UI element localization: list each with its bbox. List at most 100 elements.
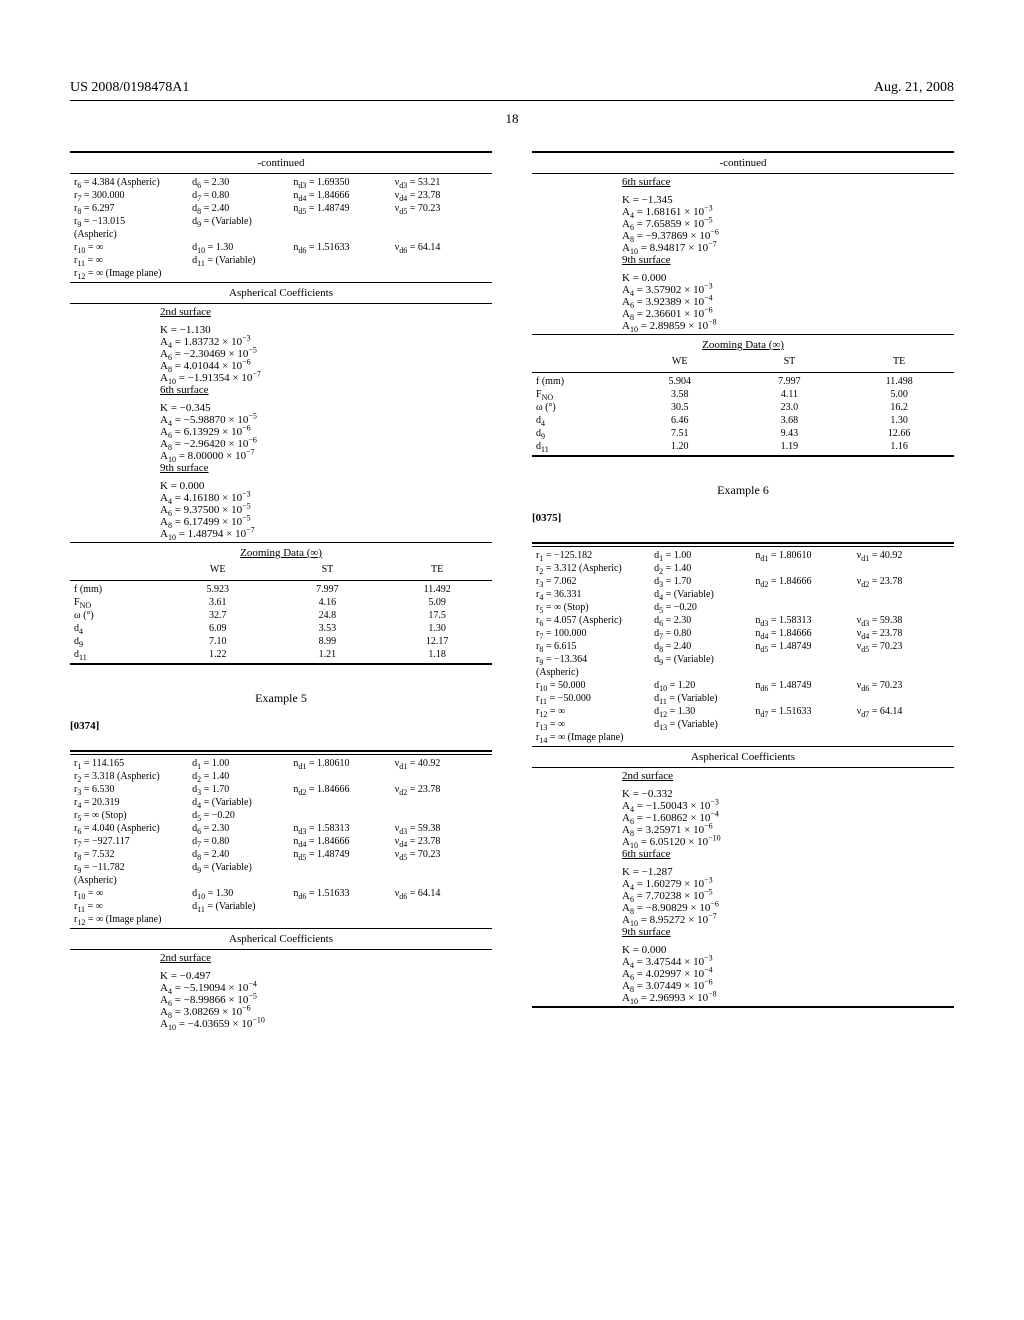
table-cell: 30.5 xyxy=(625,401,735,414)
zoom-rows-left: f (mm)5.9237.99711.492FNO3.614.165.09ω (… xyxy=(70,583,492,661)
table-cell: nd5 = 1.48749 xyxy=(289,202,390,215)
example5-title: Example 5 xyxy=(70,691,492,706)
rule xyxy=(70,151,492,153)
table-cell xyxy=(391,267,492,280)
table-cell: d9 xyxy=(70,635,163,648)
paragraph-0375: [0375] xyxy=(532,512,954,524)
table-cell: d11 xyxy=(532,440,625,453)
table-cell: r11 = ∞ xyxy=(70,900,188,913)
table-cell: 5.923 xyxy=(163,583,273,596)
table-cell: r2 = 3.312 (Aspheric) xyxy=(532,562,650,575)
table-row: r7 = 300.000d7 = 0.80nd4 = 1.84666νd4 = … xyxy=(70,189,492,202)
table-cell: νd6 = 70.23 xyxy=(853,679,954,692)
header-right: Aug. 21, 2008 xyxy=(874,80,954,96)
table-row: f (mm)5.9237.99711.492 xyxy=(70,583,492,596)
table-row: r3 = 7.062d3 = 1.70nd2 = 1.84666νd2 = 23… xyxy=(532,575,954,588)
table-cell: 4.11 xyxy=(735,388,845,401)
table-cell xyxy=(188,874,289,887)
table-cell: d2 = 1.40 xyxy=(650,562,751,575)
table-cell: r12 = ∞ xyxy=(532,705,650,718)
table-cell: νd1 = 40.92 xyxy=(853,549,954,562)
table-row: (Aspheric) xyxy=(532,666,954,679)
table-cell: (Aspheric) xyxy=(70,874,188,887)
asph-surface-heading: 9th surface xyxy=(70,462,492,474)
asph-surface-heading: 6th surface xyxy=(70,384,492,396)
table-cell xyxy=(853,601,954,614)
asph-coef-line: A10 = −1.91354 × 10−7 xyxy=(70,372,492,384)
rule xyxy=(532,455,954,457)
asph-coef-line: A6 = 9.37500 × 10−5 xyxy=(70,504,492,516)
table-cell: r6 = 4.384 (Aspheric) xyxy=(70,176,188,189)
asph-block-ex5: 2nd surfaceK = −0.497A4 = −5.19094 × 10−… xyxy=(70,952,492,1030)
table-cell: 32.7 xyxy=(163,609,273,622)
table-cell: r3 = 6.530 xyxy=(70,783,188,796)
table-cell xyxy=(391,228,492,241)
asph-coef-line: A8 = 4.01044 × 10−6 xyxy=(70,360,492,372)
table-cell: r14 = ∞ (Image plane) xyxy=(532,731,650,744)
table-cell xyxy=(391,809,492,822)
zoom-header-cell xyxy=(70,561,163,578)
table-cell: r10 = ∞ xyxy=(70,241,188,254)
table-cell xyxy=(289,796,390,809)
table-cell: d9 = (Variable) xyxy=(188,861,289,874)
table-cell: nd1 = 1.80610 xyxy=(289,757,390,770)
rule xyxy=(532,546,954,547)
table-cell: d2 = 1.40 xyxy=(188,770,289,783)
paragraph-0374: [0374] xyxy=(70,720,492,732)
table-cell xyxy=(751,601,852,614)
asph-surface-heading: 2nd surface xyxy=(70,952,492,964)
table-cell: 16.2 xyxy=(844,401,954,414)
table-cell: f (mm) xyxy=(70,583,163,596)
lens-table-upper-left: r6 = 4.384 (Aspheric)d6 = 2.30nd3 = 1.69… xyxy=(70,176,492,280)
table-cell: FNO xyxy=(532,388,625,401)
table-row: r5 = ∞ (Stop)d5 = −0.20 xyxy=(70,809,492,822)
table-cell: d7 = 0.80 xyxy=(650,627,751,640)
asph-coef-line: K = −1.345 xyxy=(532,194,954,206)
zoom-title-left: Zooming Data (∞) xyxy=(70,545,492,561)
asph-surface-heading: 6th surface xyxy=(532,176,954,188)
table-cell xyxy=(289,254,390,267)
table-row: r12 = ∞d12 = 1.30nd7 = 1.51633νd7 = 64.1… xyxy=(532,705,954,718)
table-cell: d11 xyxy=(70,648,163,661)
rule xyxy=(532,372,954,373)
table-cell: r12 = ∞ (Image plane) xyxy=(70,913,188,926)
table-cell: 9.43 xyxy=(735,427,845,440)
zoom-title-right: Zooming Data (∞) xyxy=(532,337,954,353)
table-cell: d5 = −0.20 xyxy=(188,809,289,822)
table-cell: r11 = ∞ xyxy=(70,254,188,267)
asph-coef-line: A4 = −1.50043 × 10−3 xyxy=(532,800,954,812)
table-row: r8 = 7.532d8 = 2.40nd5 = 1.48749νd5 = 70… xyxy=(70,848,492,861)
zoom-header-cell: TE xyxy=(382,561,492,578)
asph-title-left1: Aspherical Coefficients xyxy=(70,285,492,301)
table-cell xyxy=(391,913,492,926)
table-cell: 3.58 xyxy=(625,388,735,401)
table-cell: d10 = 1.30 xyxy=(188,887,289,900)
table-row: r14 = ∞ (Image plane) xyxy=(532,731,954,744)
table-cell: r5 = ∞ (Stop) xyxy=(532,601,650,614)
table-cell: 1.30 xyxy=(844,414,954,427)
table-cell: r6 = 4.040 (Aspheric) xyxy=(70,822,188,835)
table-cell: νd3 = 53.21 xyxy=(391,176,492,189)
page-wrapper: US 2008/0198478A1 Aug. 21, 2008 18 -cont… xyxy=(0,0,1024,1070)
asph-coef-line: A8 = −8.90829 × 10−6 xyxy=(532,902,954,914)
table-row: r6 = 4.057 (Aspheric)d6 = 2.30nd3 = 1.58… xyxy=(532,614,954,627)
zoom-header-cell: WE xyxy=(625,353,735,370)
table-row: ω (°)30.523.016.2 xyxy=(532,401,954,414)
header-rule xyxy=(70,100,954,101)
table-row: r7 = −927.117d7 = 0.80nd4 = 1.84666νd4 =… xyxy=(70,835,492,848)
table-cell: νd4 = 23.78 xyxy=(391,189,492,202)
table-row: r10 = ∞d10 = 1.30nd6 = 1.51633νd6 = 64.1… xyxy=(70,241,492,254)
table-cell xyxy=(751,588,852,601)
table-cell: (Aspheric) xyxy=(70,228,188,241)
table-cell: 7.997 xyxy=(273,583,383,596)
table-cell: d6 = 2.30 xyxy=(650,614,751,627)
table-cell: d3 = 1.70 xyxy=(650,575,751,588)
table-cell: nd5 = 1.48749 xyxy=(289,848,390,861)
rule xyxy=(532,746,954,747)
asph-coef-line: A4 = 1.68161 × 10−3 xyxy=(532,206,954,218)
table-cell xyxy=(391,861,492,874)
table-cell: nd3 = 1.69350 xyxy=(289,176,390,189)
asph-blocks-ex6: 2nd surfaceK = −0.332A4 = −1.50043 × 10−… xyxy=(532,770,954,1004)
zoom-header-cell: WE xyxy=(163,561,273,578)
table-row: r2 = 3.318 (Aspheric)d2 = 1.40 xyxy=(70,770,492,783)
